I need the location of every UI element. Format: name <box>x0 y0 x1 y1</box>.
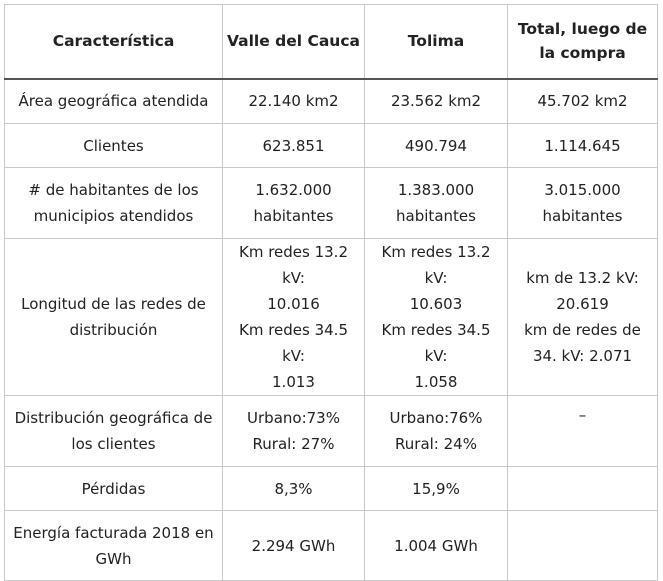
cell-valle: Urbano:73% Rural: 27% <box>222 395 365 467</box>
table-row: # de habitantes de los municipios atendi… <box>4 167 658 239</box>
cell-text: 15,9% <box>412 479 460 498</box>
cell-total <box>507 466 658 511</box>
cell-feature: Energía facturada 2018 en GWh <box>4 510 223 581</box>
cell-text: 23.562 km2 <box>390 92 482 111</box>
cell-text: 623.851 <box>262 136 325 155</box>
cell-feature: Pérdidas <box>4 466 223 511</box>
cell-text: 2.294 GWh <box>251 536 336 555</box>
cell-total: km de 13.2 kV: 20.619 km de redes de 34.… <box>507 238 658 396</box>
cell-tolima: 15,9% <box>364 466 508 511</box>
cell-valle: Km redes 13.2 kV: 10.016 Km redes 34.5 k… <box>222 238 365 396</box>
cell-text: 22.140 km2 <box>248 92 339 111</box>
cell-text: km de redes de <box>524 321 641 339</box>
cell-feature: Distribución geográfica de los clientes <box>4 395 223 467</box>
cell-text: 1.013 <box>272 373 315 391</box>
cell-text: # de habitantes de los <box>28 181 199 199</box>
cell-tolima: Urbano:76% Rural: 24% <box>364 395 508 467</box>
table-row: Distribución geográfica de los clientes … <box>4 395 658 467</box>
cell-feature: Área geográfica atendida <box>4 78 223 124</box>
comparison-table: Característica Valle del Cauca Tolima To… <box>4 4 658 581</box>
cell-text: 1.383.000 <box>397 181 475 199</box>
cell-tolima: 1.383.000 habitantes <box>364 167 508 239</box>
cell-total: 3.015.000 habitantes <box>507 167 658 239</box>
cell-text: Urbano:73% <box>247 409 340 427</box>
table-container: Característica Valle del Cauca Tolima To… <box>4 4 658 581</box>
empty-value-dash: – <box>578 406 587 424</box>
table-row: Área geográfica atendida 22.140 km2 23.5… <box>4 78 658 124</box>
header-tolima: Tolima <box>364 4 508 80</box>
cell-text: habitantes <box>253 207 334 225</box>
cell-text: GWh <box>95 549 132 568</box>
cell-text: 8,3% <box>274 479 313 498</box>
cell-tolima: 23.562 km2 <box>364 78 508 124</box>
cell-total: 45.702 km2 <box>507 78 658 124</box>
cell-valle: 2.294 GWh <box>222 510 365 581</box>
cell-tolima: 490.794 <box>364 123 508 168</box>
cell-text: Pérdidas <box>81 479 146 498</box>
cell-text: 1.058 <box>414 373 458 391</box>
cell-text: Energía facturada 2018 en <box>13 523 214 542</box>
cell-text: 10.016 <box>267 295 320 313</box>
cell-text: 490.794 <box>404 136 468 155</box>
header-caracteristica: Característica <box>4 4 223 80</box>
cell-text: Longitud de las redes de <box>21 295 206 313</box>
header-valle-del-cauca: Valle del Cauca <box>222 4 365 80</box>
cell-text: 10.603 <box>409 295 463 313</box>
cell-total: – <box>507 395 658 467</box>
cell-valle: 22.140 km2 <box>222 78 365 124</box>
cell-total <box>507 510 658 581</box>
cell-feature: Clientes <box>4 123 223 168</box>
header-row: Característica Valle del Cauca Tolima To… <box>4 4 658 80</box>
cell-valle: 1.632.000 habitantes <box>222 167 365 239</box>
cell-text: Rural: 24% <box>395 435 477 453</box>
cell-text: Urbano:76% <box>389 409 483 427</box>
cell-text: 45.702 km2 <box>537 92 628 111</box>
cell-text: Km redes 34.5 kV: <box>381 321 491 365</box>
cell-text: 1.004 GWh <box>394 536 478 555</box>
cell-text: Km redes 34.5 kV: <box>238 321 348 365</box>
header-total: Total, luego de la compra <box>507 4 658 80</box>
cell-text: Área geográfica atendida <box>18 92 209 111</box>
cell-feature: Longitud de las redes de distribución <box>4 238 223 396</box>
cell-text: Rural: 27% <box>252 435 335 453</box>
cell-text: habitantes <box>542 207 623 225</box>
cell-text: 1.114.645 <box>544 136 621 155</box>
cell-text: 3.015.000 <box>544 181 621 199</box>
table-row: Clientes 623.851 490.794 1.114.645 <box>4 123 658 168</box>
cell-text: Distribución geográfica de <box>14 409 213 427</box>
table-row: Pérdidas 8,3% 15,9% <box>4 466 658 511</box>
cell-text: km de 13.2 kV: <box>526 269 639 287</box>
table-row: Energía facturada 2018 en GWh 2.294 GWh … <box>4 510 658 581</box>
cell-text: 1.632.000 <box>255 181 332 199</box>
cell-text: municipios atendidos <box>33 207 194 225</box>
cell-tolima: 1.004 GWh <box>364 510 508 581</box>
cell-text: distribución <box>69 321 158 339</box>
cell-feature: # de habitantes de los municipios atendi… <box>4 167 223 239</box>
cell-text: Clientes <box>83 136 144 155</box>
cell-total: 1.114.645 <box>507 123 658 168</box>
cell-text: 34. kV: 2.071 <box>532 347 633 365</box>
cell-valle: 623.851 <box>222 123 365 168</box>
cell-text: los clientes <box>71 435 156 453</box>
cell-text: Km redes 13.2 kV: <box>238 243 348 287</box>
table-row: Longitud de las redes de distribución Km… <box>4 238 658 396</box>
cell-tolima: Km redes 13.2 kV: 10.603 Km redes 34.5 k… <box>364 238 508 396</box>
cell-text: Km redes 13.2 kV: <box>381 243 491 287</box>
cell-text: habitantes <box>396 207 476 225</box>
cell-text: 20.619 <box>556 295 609 313</box>
cell-valle: 8,3% <box>222 466 365 511</box>
